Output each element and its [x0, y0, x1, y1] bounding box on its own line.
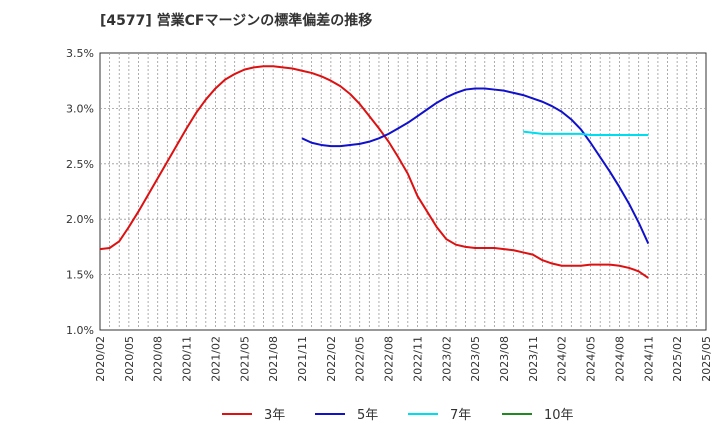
chart-title: [4577] 営業CFマージンの標準偏差の推移 — [100, 12, 372, 29]
x-tick-label: 2022/02 — [325, 336, 338, 382]
x-tick-label: 2025/05 — [700, 336, 713, 382]
y-tick-label: 1.5% — [66, 269, 94, 282]
legend-label: 10年 — [544, 408, 574, 423]
x-tick-label: 2020/08 — [152, 336, 165, 382]
y-tick-label: 3.0% — [66, 102, 94, 115]
x-tick-label: 2024/11 — [642, 336, 655, 382]
x-tick-label: 2020/02 — [94, 336, 107, 382]
y-tick-label: 1.0% — [66, 324, 94, 337]
x-axis-ticks: 2020/02 2020/05 2020/08 2020/11 2021/02 2021/… — [94, 336, 713, 382]
series-line — [301, 87, 650, 244]
x-tick-label: 2023/08 — [498, 336, 511, 382]
x-tick-label: 2025/02 — [671, 336, 684, 382]
x-tick-label: 2021/02 — [209, 336, 222, 382]
x-tick-label: 2023/11 — [527, 336, 540, 382]
series-line — [523, 130, 649, 136]
legend-label: 7年 — [450, 408, 471, 423]
plot-frame — [99, 52, 707, 331]
x-tick-label: 2022/08 — [383, 336, 396, 382]
plot-area — [99, 52, 707, 331]
y-tick-label: 3.5% — [66, 47, 94, 60]
y-axis-ticks: 1.0% 1.5% 2.0% 2.5% 3.0% 3.5% — [66, 47, 94, 337]
x-tick-label: 2023/05 — [469, 336, 482, 382]
x-tick-label: 2022/11 — [411, 336, 424, 382]
series-line — [99, 65, 649, 279]
series-lines — [99, 65, 650, 279]
legend-label: 5年 — [357, 408, 378, 423]
y-tick-label: 2.0% — [66, 213, 94, 226]
legend: 3年 5年 7年 10年 — [222, 408, 574, 423]
x-tick-label: 2024/08 — [613, 336, 626, 382]
x-tick-label: 2021/05 — [238, 336, 251, 382]
x-tick-label: 2021/11 — [296, 336, 309, 382]
x-tick-label: 2023/02 — [440, 336, 453, 382]
x-tick-label: 2022/05 — [354, 336, 367, 382]
y-tick-label: 2.5% — [66, 158, 94, 171]
x-tick-label: 2024/05 — [585, 336, 598, 382]
x-tick-label: 2021/08 — [267, 336, 280, 382]
legend-label: 3年 — [264, 408, 285, 423]
x-tick-label: 2020/11 — [181, 336, 194, 382]
x-tick-label: 2020/05 — [123, 336, 136, 382]
x-tick-label: 2024/02 — [556, 336, 569, 382]
